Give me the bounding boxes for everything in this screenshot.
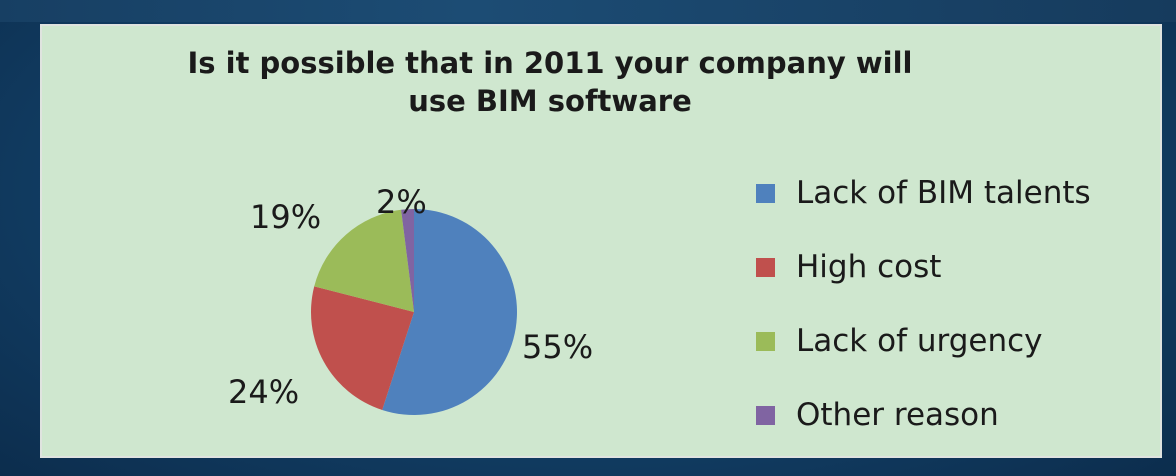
legend-label: Other reason — [796, 397, 999, 433]
pie-slice-other-reason — [401, 209, 414, 312]
legend-label: High cost — [796, 249, 942, 285]
slide-background-strip — [0, 0, 1176, 22]
chart-title: Is it possible that in 2011 your company… — [0, 44, 1100, 120]
pie-slice-lack-of-urgency — [314, 209, 414, 312]
pie-data-label: 55% — [522, 328, 593, 366]
chart-panel — [40, 24, 1162, 458]
pie-slice-high-cost — [311, 286, 414, 410]
pie-data-label: 24% — [228, 373, 299, 411]
legend-label: Lack of urgency — [796, 323, 1043, 359]
legend-swatch-icon — [756, 184, 775, 203]
chart-title-line-2: use BIM software — [408, 84, 692, 118]
pie-data-label: 19% — [250, 198, 321, 236]
pie-data-label: 2% — [376, 183, 427, 221]
legend-label: Lack of BIM talents — [796, 175, 1091, 211]
pie-slice-lack-of-bim-talents — [382, 209, 517, 415]
chart-title-line-1: Is it possible that in 2011 your company… — [187, 46, 913, 80]
legend-swatch-icon — [756, 332, 775, 351]
legend-swatch-icon — [756, 406, 775, 425]
legend-swatch-icon — [756, 258, 775, 277]
